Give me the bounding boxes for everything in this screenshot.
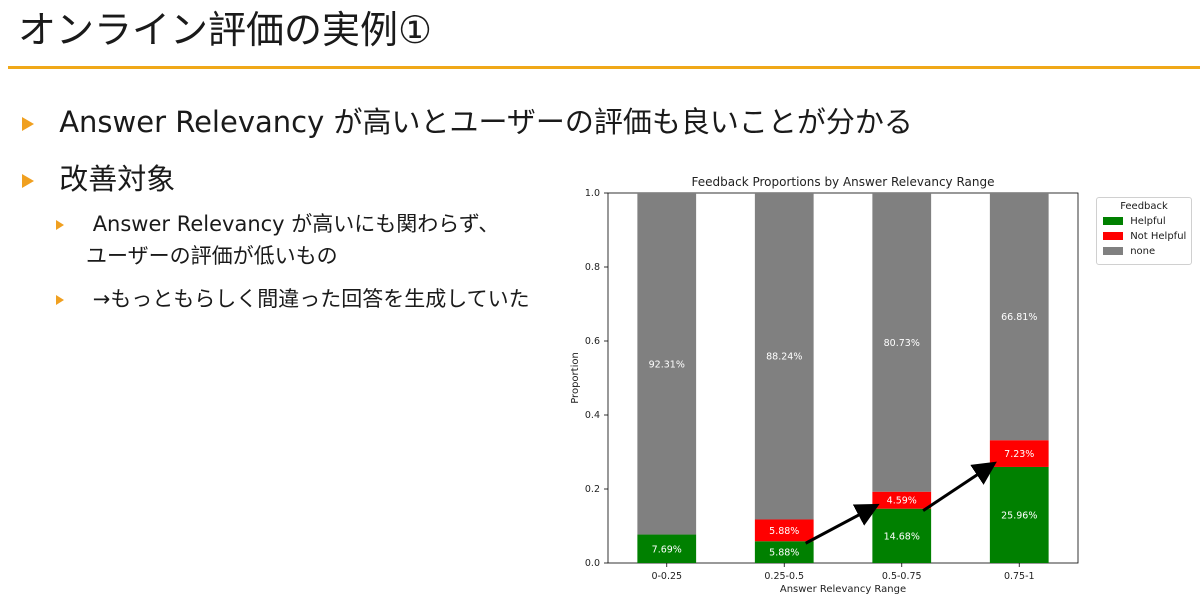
bullet-1-text: Answer Relevancy が高いとユーザーの評価も良いことが分かる	[59, 105, 913, 139]
bar-segment-not-helpful	[989, 440, 1049, 467]
bar-segment-helpful	[989, 466, 1049, 563]
x-axis-label: Answer Relevancy Range	[780, 584, 906, 595]
sub-bullet-2-text: →もっともらしく間違った回答を生成していた	[92, 287, 530, 311]
bar-data-label: 14.68%	[884, 531, 920, 542]
bullet-marker-icon	[22, 117, 34, 131]
y-axis-label: Proportion	[570, 352, 581, 404]
bar-data-label: 80.73%	[884, 338, 920, 349]
x-tick-label: 0-0.25	[651, 571, 682, 582]
bar-segment-not-helpful	[754, 519, 814, 542]
x-tick-label: 0.75-1	[1004, 571, 1035, 582]
bar-data-label: 25.96%	[1001, 510, 1037, 521]
bar-data-label: 4.59%	[887, 496, 917, 507]
bar-segment-none	[754, 193, 814, 520]
chart-title: Feedback Proportions by Answer Relevancy…	[692, 175, 995, 189]
legend-item-helpful: Helpful	[1103, 216, 1191, 227]
legend-label-none: none	[1130, 246, 1156, 257]
slide-title: オンライン評価の実例①	[18, 8, 433, 52]
chart-legend: Feedback Helpful Not Helpful none	[1096, 197, 1192, 265]
sub-bullet-1: Answer Relevancy が高いにも関わらず、	[56, 209, 499, 239]
sub-bullet-1-line-1: Answer Relevancy が高いにも関わらず、	[92, 212, 500, 236]
trend-arrow	[804, 503, 880, 545]
y-tick-label: 1.0	[585, 188, 600, 199]
legend-swatch-helpful	[1103, 217, 1123, 225]
bullet-marker-icon	[22, 174, 34, 188]
x-tick-label: 0.5-0.75	[882, 571, 922, 582]
trend-arrow	[922, 461, 997, 512]
bullet-2: 改善対象	[22, 159, 175, 199]
sub-bullet-marker-icon	[56, 295, 64, 305]
y-tick-label: 0.6	[585, 336, 600, 347]
x-tick-label: 0.25-0.5	[764, 571, 804, 582]
legend-title: Feedback	[1120, 201, 1168, 212]
bullet-1: Answer Relevancy が高いとユーザーの評価も良いことが分かる	[22, 102, 913, 142]
legend-swatch-none	[1103, 247, 1123, 255]
sub-bullet-1-line-2: ユーザーの評価が低いもの	[86, 244, 338, 268]
bar-segment-none	[637, 193, 697, 535]
bar-segment-helpful	[637, 534, 697, 563]
bar-data-label: 5.88%	[769, 548, 799, 559]
legend-swatch-not-helpful	[1103, 232, 1123, 240]
bar-data-label: 88.24%	[766, 352, 802, 363]
bar-data-label: 92.31%	[649, 359, 685, 370]
legend-label-not-helpful: Not Helpful	[1130, 231, 1187, 242]
bar-data-label: 66.81%	[1001, 312, 1037, 323]
legend-item-not-helpful: Not Helpful	[1103, 231, 1191, 242]
y-tick-label: 0.0	[585, 558, 600, 569]
bar-data-label: 7.23%	[1004, 449, 1034, 460]
bar-data-label: 7.69%	[652, 544, 682, 555]
bar-segment-none	[872, 193, 932, 492]
sub-bullet-marker-icon	[56, 220, 64, 230]
bar-segment-none	[989, 193, 1049, 441]
title-underline	[8, 66, 1200, 69]
bar-segment-helpful	[754, 541, 814, 563]
y-tick-label: 0.2	[585, 484, 600, 495]
plot-frame	[607, 192, 1079, 564]
stacked-bar-chart: Feedback Proportions by Answer Relevancy…	[570, 175, 1079, 595]
bar-segment-helpful	[872, 508, 932, 563]
y-tick-label: 0.8	[585, 262, 600, 273]
y-tick-label: 0.4	[585, 410, 600, 421]
sub-bullet-2: →もっともらしく間違った回答を生成していた	[56, 284, 530, 314]
bullet-2-text: 改善対象	[59, 162, 176, 196]
bar-segment-not-helpful	[872, 491, 932, 509]
bar-data-label: 5.88%	[769, 526, 799, 537]
legend-label-helpful: Helpful	[1130, 216, 1166, 227]
legend-item-none: none	[1103, 246, 1191, 257]
sub-bullet-1-cont: ユーザーの評価が低いもの	[86, 241, 338, 271]
